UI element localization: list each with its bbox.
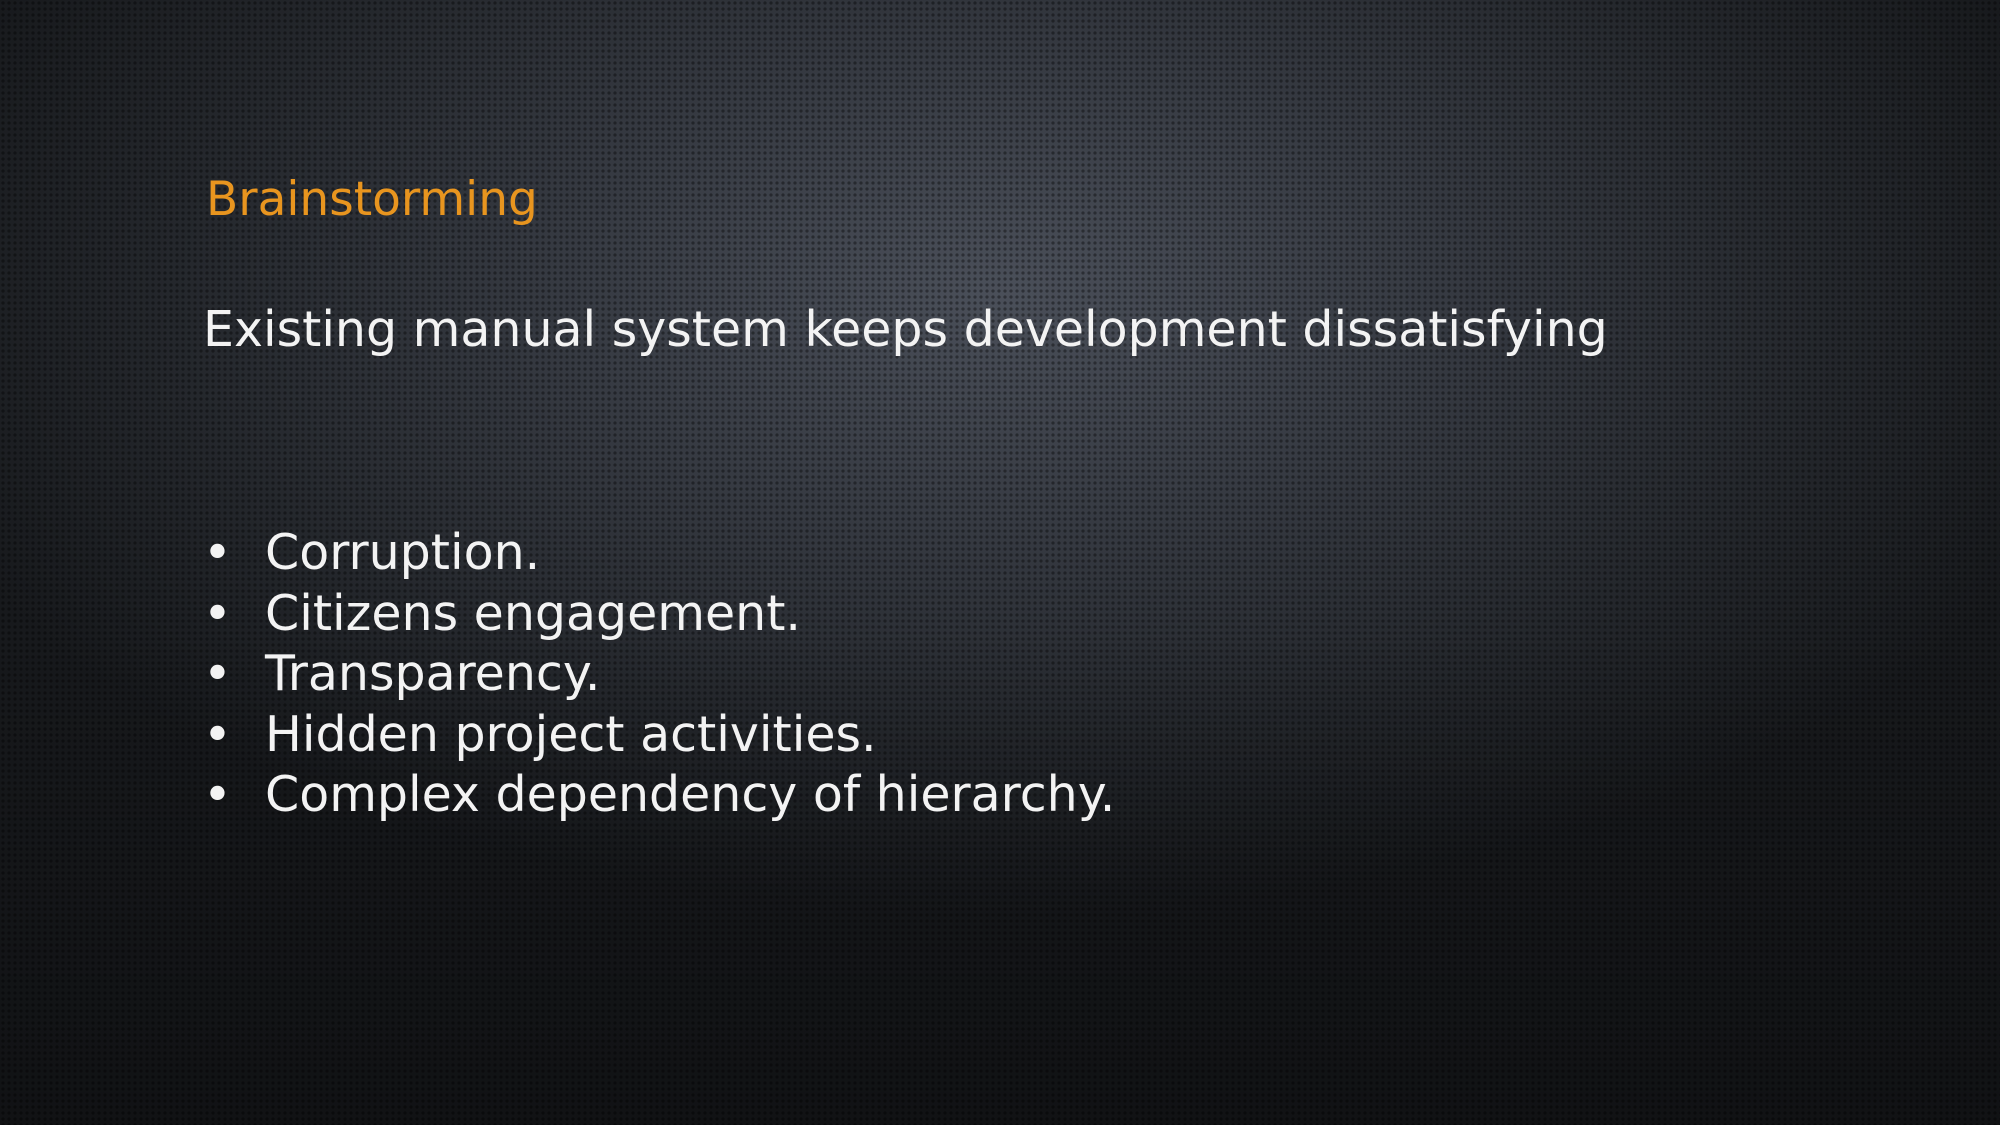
list-item-text: Transparency. — [265, 645, 601, 702]
list-item-text: Hidden project activities. — [265, 705, 877, 763]
list-item: • Complex dependency of hierarchy. — [203, 765, 1115, 826]
bullet-icon: • — [203, 705, 232, 763]
list-item: • Transparency. — [203, 644, 1115, 705]
list-item-text: Corruption. — [265, 524, 541, 581]
slide-title: Brainstorming — [206, 172, 538, 227]
list-item: • Corruption. — [203, 523, 1115, 584]
bullet-list: • Corruption. • Citizens engagement. • T… — [203, 523, 1115, 826]
bullet-icon: • — [203, 645, 232, 702]
slide-subtitle: Existing manual system keeps development… — [203, 301, 1608, 358]
bullet-icon: • — [203, 584, 232, 642]
list-item-text: Citizens engagement. — [265, 584, 801, 642]
list-item: • Citizens engagement. — [203, 584, 1115, 645]
bullet-icon: • — [203, 766, 232, 823]
bullet-icon: • — [203, 524, 232, 581]
list-item: • Hidden project activities. — [203, 705, 1115, 766]
list-item-text: Complex dependency of hierarchy. — [265, 766, 1116, 823]
